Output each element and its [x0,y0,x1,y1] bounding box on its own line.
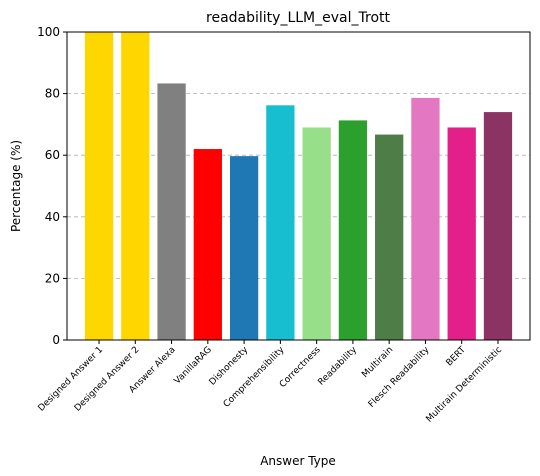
x-tick-label: Readability [316,345,359,388]
x-tick-label: BERT [445,345,469,369]
y-axis-title: Percentage (%) [9,140,23,232]
bars [84,32,513,341]
x-tick-label: Multirain [360,345,395,380]
y-tick-label: 0 [52,333,60,347]
y-tick-label: 20 [45,271,60,285]
x-tick-label: Designed Answer 2 [73,345,142,414]
bar [193,149,222,340]
chart-title: readability_LLM_eval_Trott [206,10,390,26]
y-tick-label: 60 [45,148,60,162]
bar [121,32,150,340]
y-tick-label: 40 [45,210,60,224]
bar [157,83,186,340]
bar [229,156,259,340]
bar [84,32,114,340]
bar [302,127,331,340]
bar [483,112,513,340]
bar [411,97,440,340]
x-tick-label: Flesch Readability [367,345,432,410]
bar [266,105,295,340]
y-tick-label: 100 [37,25,60,39]
x-tick-label: Comprehensibility [222,345,287,410]
y-axis-ticks: 0 20 40 60 80 100 [37,25,67,347]
x-tick-label: Designed Answer 1 [37,345,106,414]
bar [338,120,368,341]
x-tick-label: Multirain Deterministic [425,345,505,425]
bar [447,127,476,340]
bar [375,134,404,340]
plot-frame [66,31,531,341]
y-tick-label: 80 [45,87,60,101]
x-axis-title: Answer Type [260,454,336,468]
